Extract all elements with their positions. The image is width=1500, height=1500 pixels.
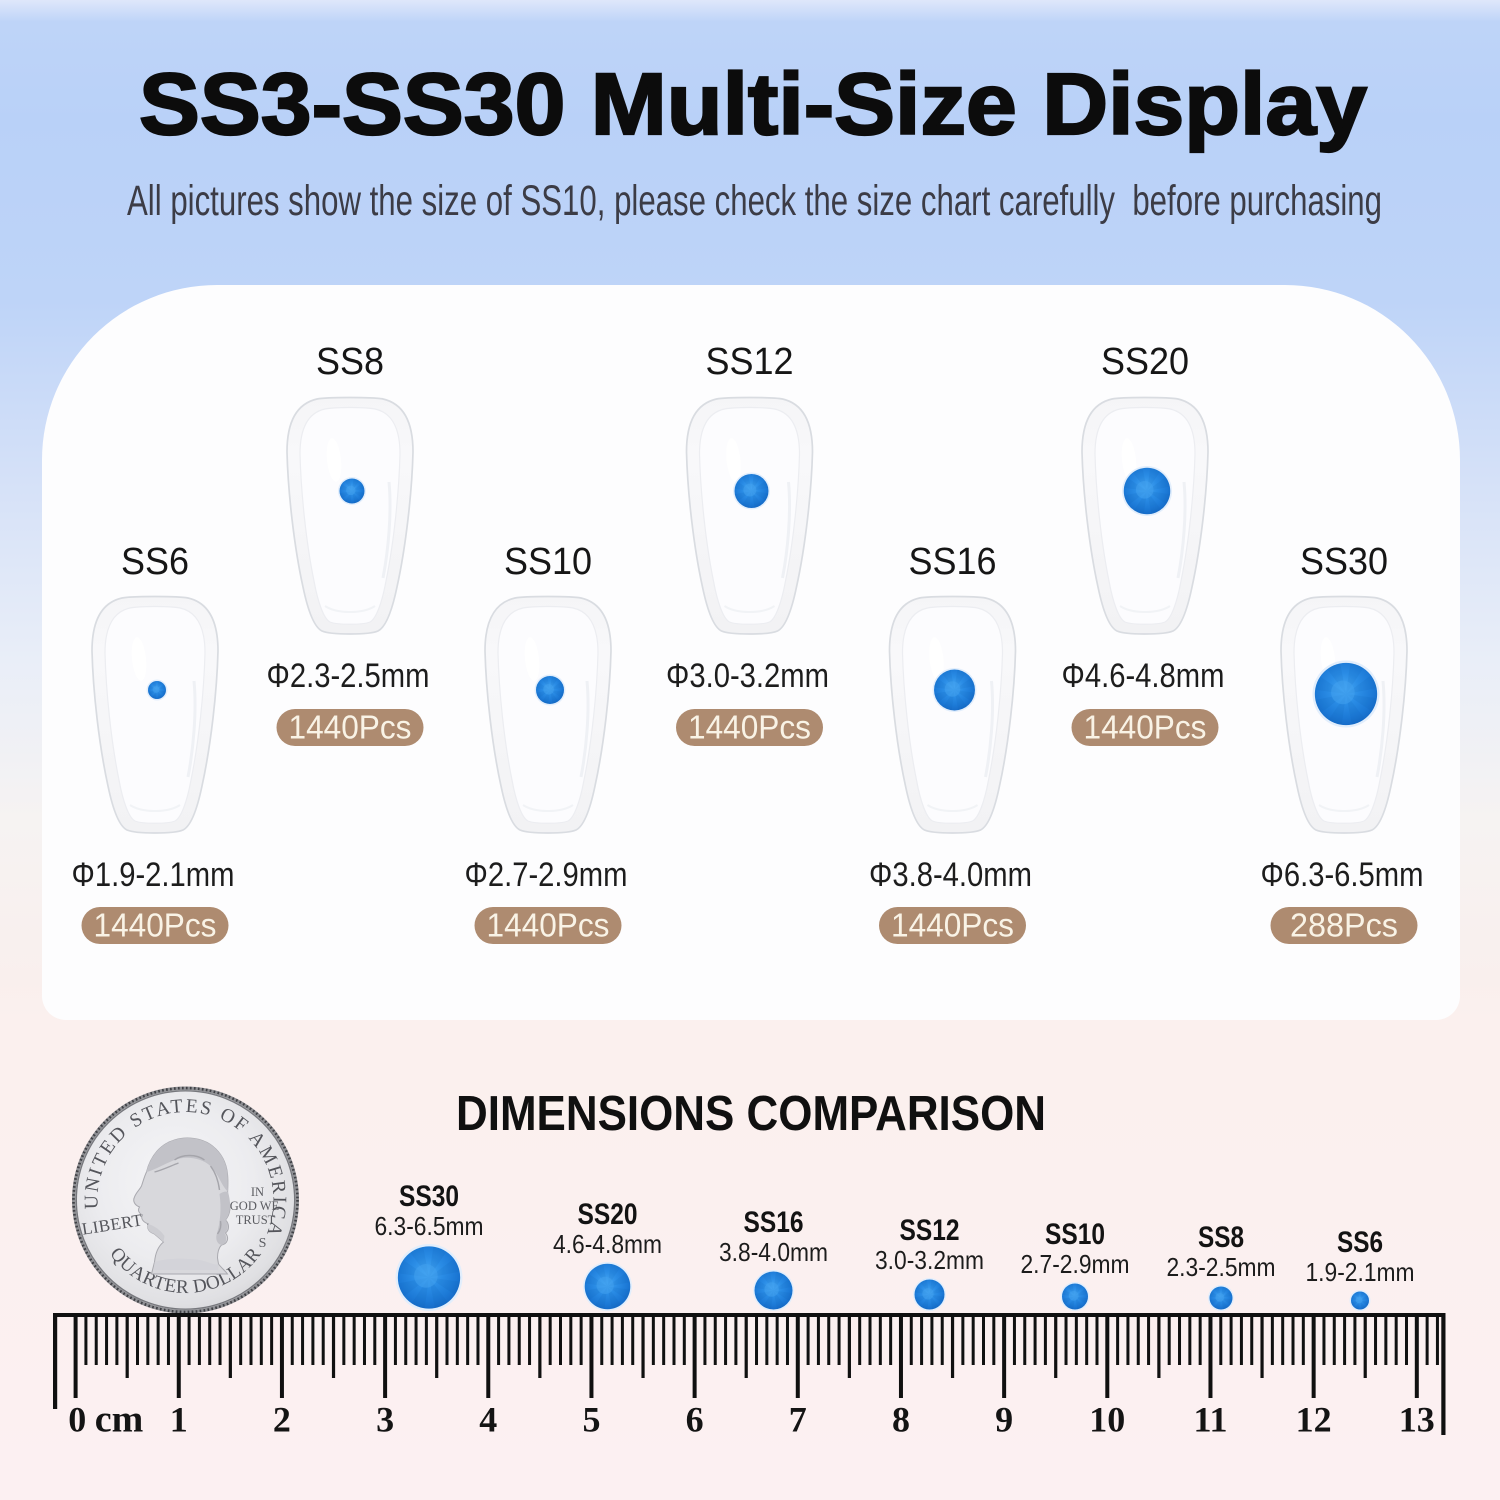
svg-text:2: 2 (273, 1400, 291, 1440)
svg-text:6: 6 (686, 1400, 704, 1440)
svg-text:6.3-6.5mm: 6.3-6.5mm (375, 1211, 484, 1241)
svg-text:5: 5 (583, 1400, 601, 1440)
svg-text:SS3-SS30 Multi-Size Display: SS3-SS30 Multi-Size Display (139, 56, 1367, 153)
svg-text:SS6: SS6 (121, 541, 189, 583)
svg-text:GOD WE: GOD WE (230, 1199, 280, 1213)
svg-text:8: 8 (892, 1400, 910, 1440)
svg-text:12: 12 (1296, 1400, 1332, 1440)
svg-text:cm: cm (95, 1399, 144, 1441)
svg-text:3: 3 (376, 1400, 394, 1440)
svg-text:3.8-4.0mm: 3.8-4.0mm (719, 1237, 828, 1267)
svg-text:Φ1.9-2.1mm: Φ1.9-2.1mm (72, 856, 235, 894)
svg-text:Φ4.6-4.8mm: Φ4.6-4.8mm (1062, 657, 1225, 695)
svg-text:SS16: SS16 (744, 1206, 804, 1239)
svg-text:SS12: SS12 (706, 341, 794, 383)
svg-text:SS6: SS6 (1337, 1226, 1383, 1259)
svg-text:13: 13 (1399, 1400, 1435, 1440)
svg-text:4: 4 (479, 1400, 497, 1440)
svg-text:SS8: SS8 (316, 341, 384, 383)
svg-text:SS30: SS30 (399, 1180, 459, 1213)
svg-text:SS8: SS8 (1198, 1221, 1244, 1254)
svg-text:11: 11 (1193, 1400, 1227, 1440)
svg-text:SS12: SS12 (900, 1214, 960, 1247)
svg-text:SS10: SS10 (504, 541, 592, 583)
svg-text:1440Pcs: 1440Pcs (94, 907, 217, 944)
svg-text:2.3-2.5mm: 2.3-2.5mm (1167, 1252, 1276, 1282)
svg-text:All pictures show the size of: All pictures show the size of SS10, plea… (127, 177, 1382, 225)
svg-text:SS30: SS30 (1300, 541, 1388, 583)
svg-text:Φ3.0-3.2mm: Φ3.0-3.2mm (666, 657, 829, 695)
svg-text:Φ6.3-6.5mm: Φ6.3-6.5mm (1261, 856, 1424, 894)
svg-text:Φ2.3-2.5mm: Φ2.3-2.5mm (267, 657, 430, 695)
svg-text:Φ2.7-2.9mm: Φ2.7-2.9mm (465, 856, 628, 894)
svg-text:1.9-2.1mm: 1.9-2.1mm (1306, 1257, 1415, 1287)
svg-text:7: 7 (789, 1400, 807, 1440)
svg-text:SS10: SS10 (1045, 1218, 1105, 1251)
svg-text:SS20: SS20 (1101, 341, 1189, 383)
svg-text:DIMENSIONS COMPARISON: DIMENSIONS COMPARISON (456, 1087, 1046, 1141)
svg-text:1440Pcs: 1440Pcs (289, 709, 412, 746)
svg-text:9: 9 (995, 1400, 1013, 1440)
svg-text:IN: IN (251, 1185, 264, 1199)
svg-text:1440Pcs: 1440Pcs (891, 907, 1014, 944)
svg-text:TRUST: TRUST (236, 1213, 276, 1227)
svg-text:2.7-2.9mm: 2.7-2.9mm (1021, 1249, 1130, 1279)
svg-text:1440Pcs: 1440Pcs (688, 709, 811, 746)
svg-text:4.6-4.8mm: 4.6-4.8mm (553, 1229, 662, 1259)
svg-text:1: 1 (170, 1400, 188, 1440)
svg-text:SS20: SS20 (578, 1198, 638, 1231)
svg-text:1440Pcs: 1440Pcs (487, 907, 610, 944)
svg-text:S: S (259, 1236, 267, 1251)
svg-text:1440Pcs: 1440Pcs (1084, 709, 1207, 746)
svg-text:288Pcs: 288Pcs (1290, 907, 1398, 944)
svg-text:10: 10 (1089, 1400, 1125, 1440)
svg-text:Φ3.8-4.0mm: Φ3.8-4.0mm (869, 856, 1032, 894)
svg-text:3.0-3.2mm: 3.0-3.2mm (875, 1245, 984, 1275)
svg-text:0: 0 (68, 1400, 86, 1440)
svg-text:SS16: SS16 (909, 541, 997, 583)
